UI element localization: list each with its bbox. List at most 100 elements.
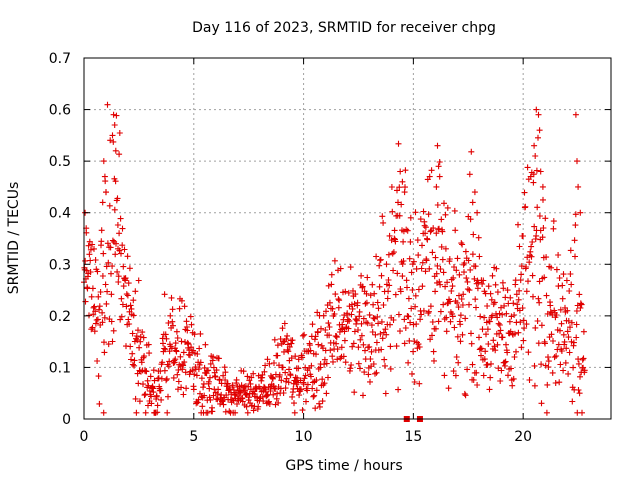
data-point	[434, 142, 441, 149]
data-point	[233, 376, 240, 383]
data-point	[383, 331, 390, 338]
data-point	[130, 312, 137, 319]
data-point	[562, 359, 569, 366]
data-point	[450, 368, 457, 375]
data-point	[115, 279, 122, 285]
data-point	[124, 253, 131, 260]
data-point	[270, 391, 277, 398]
data-point	[501, 302, 508, 309]
data-point	[198, 393, 205, 400]
data-point	[299, 407, 306, 414]
data-point	[552, 380, 559, 386]
data-point	[334, 356, 341, 363]
data-point	[128, 356, 134, 363]
data-point	[531, 382, 538, 389]
data-point	[307, 347, 314, 354]
data-point	[473, 304, 479, 311]
y-tick-label: 0.1	[49, 360, 71, 376]
data-point	[577, 209, 584, 216]
data-point	[515, 296, 522, 303]
plot-frame	[83, 57, 612, 420]
data-point	[106, 202, 113, 209]
data-point	[452, 372, 459, 379]
data-point	[420, 307, 427, 314]
data-point	[484, 326, 491, 333]
data-point	[280, 339, 287, 345]
data-point	[183, 385, 190, 392]
data-point	[529, 272, 536, 279]
data-point	[457, 321, 464, 328]
data-point	[382, 390, 389, 397]
data-point	[100, 158, 107, 165]
data-point	[422, 268, 429, 275]
data-point	[452, 227, 459, 234]
data-point	[195, 366, 202, 373]
data-point	[355, 360, 362, 367]
data-point	[162, 346, 169, 353]
data-point	[136, 398, 143, 405]
data-point	[435, 163, 442, 170]
data-point	[313, 351, 319, 358]
data-point	[410, 348, 417, 355]
data-point	[181, 303, 188, 310]
data-point	[464, 278, 471, 285]
data-point	[274, 352, 281, 359]
data-point	[520, 233, 526, 239]
data-point	[308, 373, 314, 380]
data-point	[394, 187, 400, 194]
data-point	[132, 288, 139, 295]
data-point	[326, 332, 333, 339]
data-point	[535, 111, 542, 118]
data-point	[470, 377, 477, 383]
data-point	[517, 277, 524, 284]
data-point	[387, 365, 394, 372]
data-point	[465, 257, 472, 264]
data-point	[467, 266, 474, 273]
data-point	[237, 389, 244, 396]
data-point	[543, 254, 550, 261]
data-point	[143, 368, 150, 375]
data-point	[458, 296, 465, 302]
data-point	[119, 242, 126, 249]
data-point	[370, 315, 377, 321]
data-point	[550, 338, 556, 344]
data-point	[371, 290, 378, 297]
data-point	[264, 392, 271, 399]
data-point	[232, 409, 239, 416]
data-point	[313, 377, 320, 384]
data-point	[373, 253, 380, 260]
data-point	[561, 338, 568, 345]
data-point	[104, 288, 111, 295]
data-point	[120, 263, 127, 270]
data-point	[135, 277, 142, 284]
data-point	[153, 392, 160, 399]
data-point	[255, 403, 262, 410]
data-point	[366, 343, 373, 350]
data-point	[222, 408, 229, 415]
data-point	[171, 359, 178, 366]
data-point	[516, 287, 523, 294]
data-point	[494, 341, 501, 348]
data-point	[104, 101, 111, 108]
data-point	[289, 393, 296, 400]
data-point	[100, 250, 107, 257]
data-point	[92, 257, 99, 263]
data-point	[489, 272, 496, 279]
data-point	[560, 367, 567, 374]
data-point	[502, 358, 509, 365]
data-point	[350, 340, 357, 347]
data-point	[182, 369, 189, 376]
data-point	[328, 281, 335, 288]
data-point	[419, 259, 426, 266]
data-point	[395, 199, 401, 206]
data-point	[509, 382, 516, 389]
data-point	[328, 271, 335, 278]
data-point	[201, 392, 208, 399]
data-point	[353, 317, 360, 324]
data-point	[444, 279, 451, 286]
data-point	[89, 324, 96, 331]
data-point	[401, 189, 408, 196]
data-point	[333, 334, 340, 341]
data-point	[110, 111, 117, 118]
